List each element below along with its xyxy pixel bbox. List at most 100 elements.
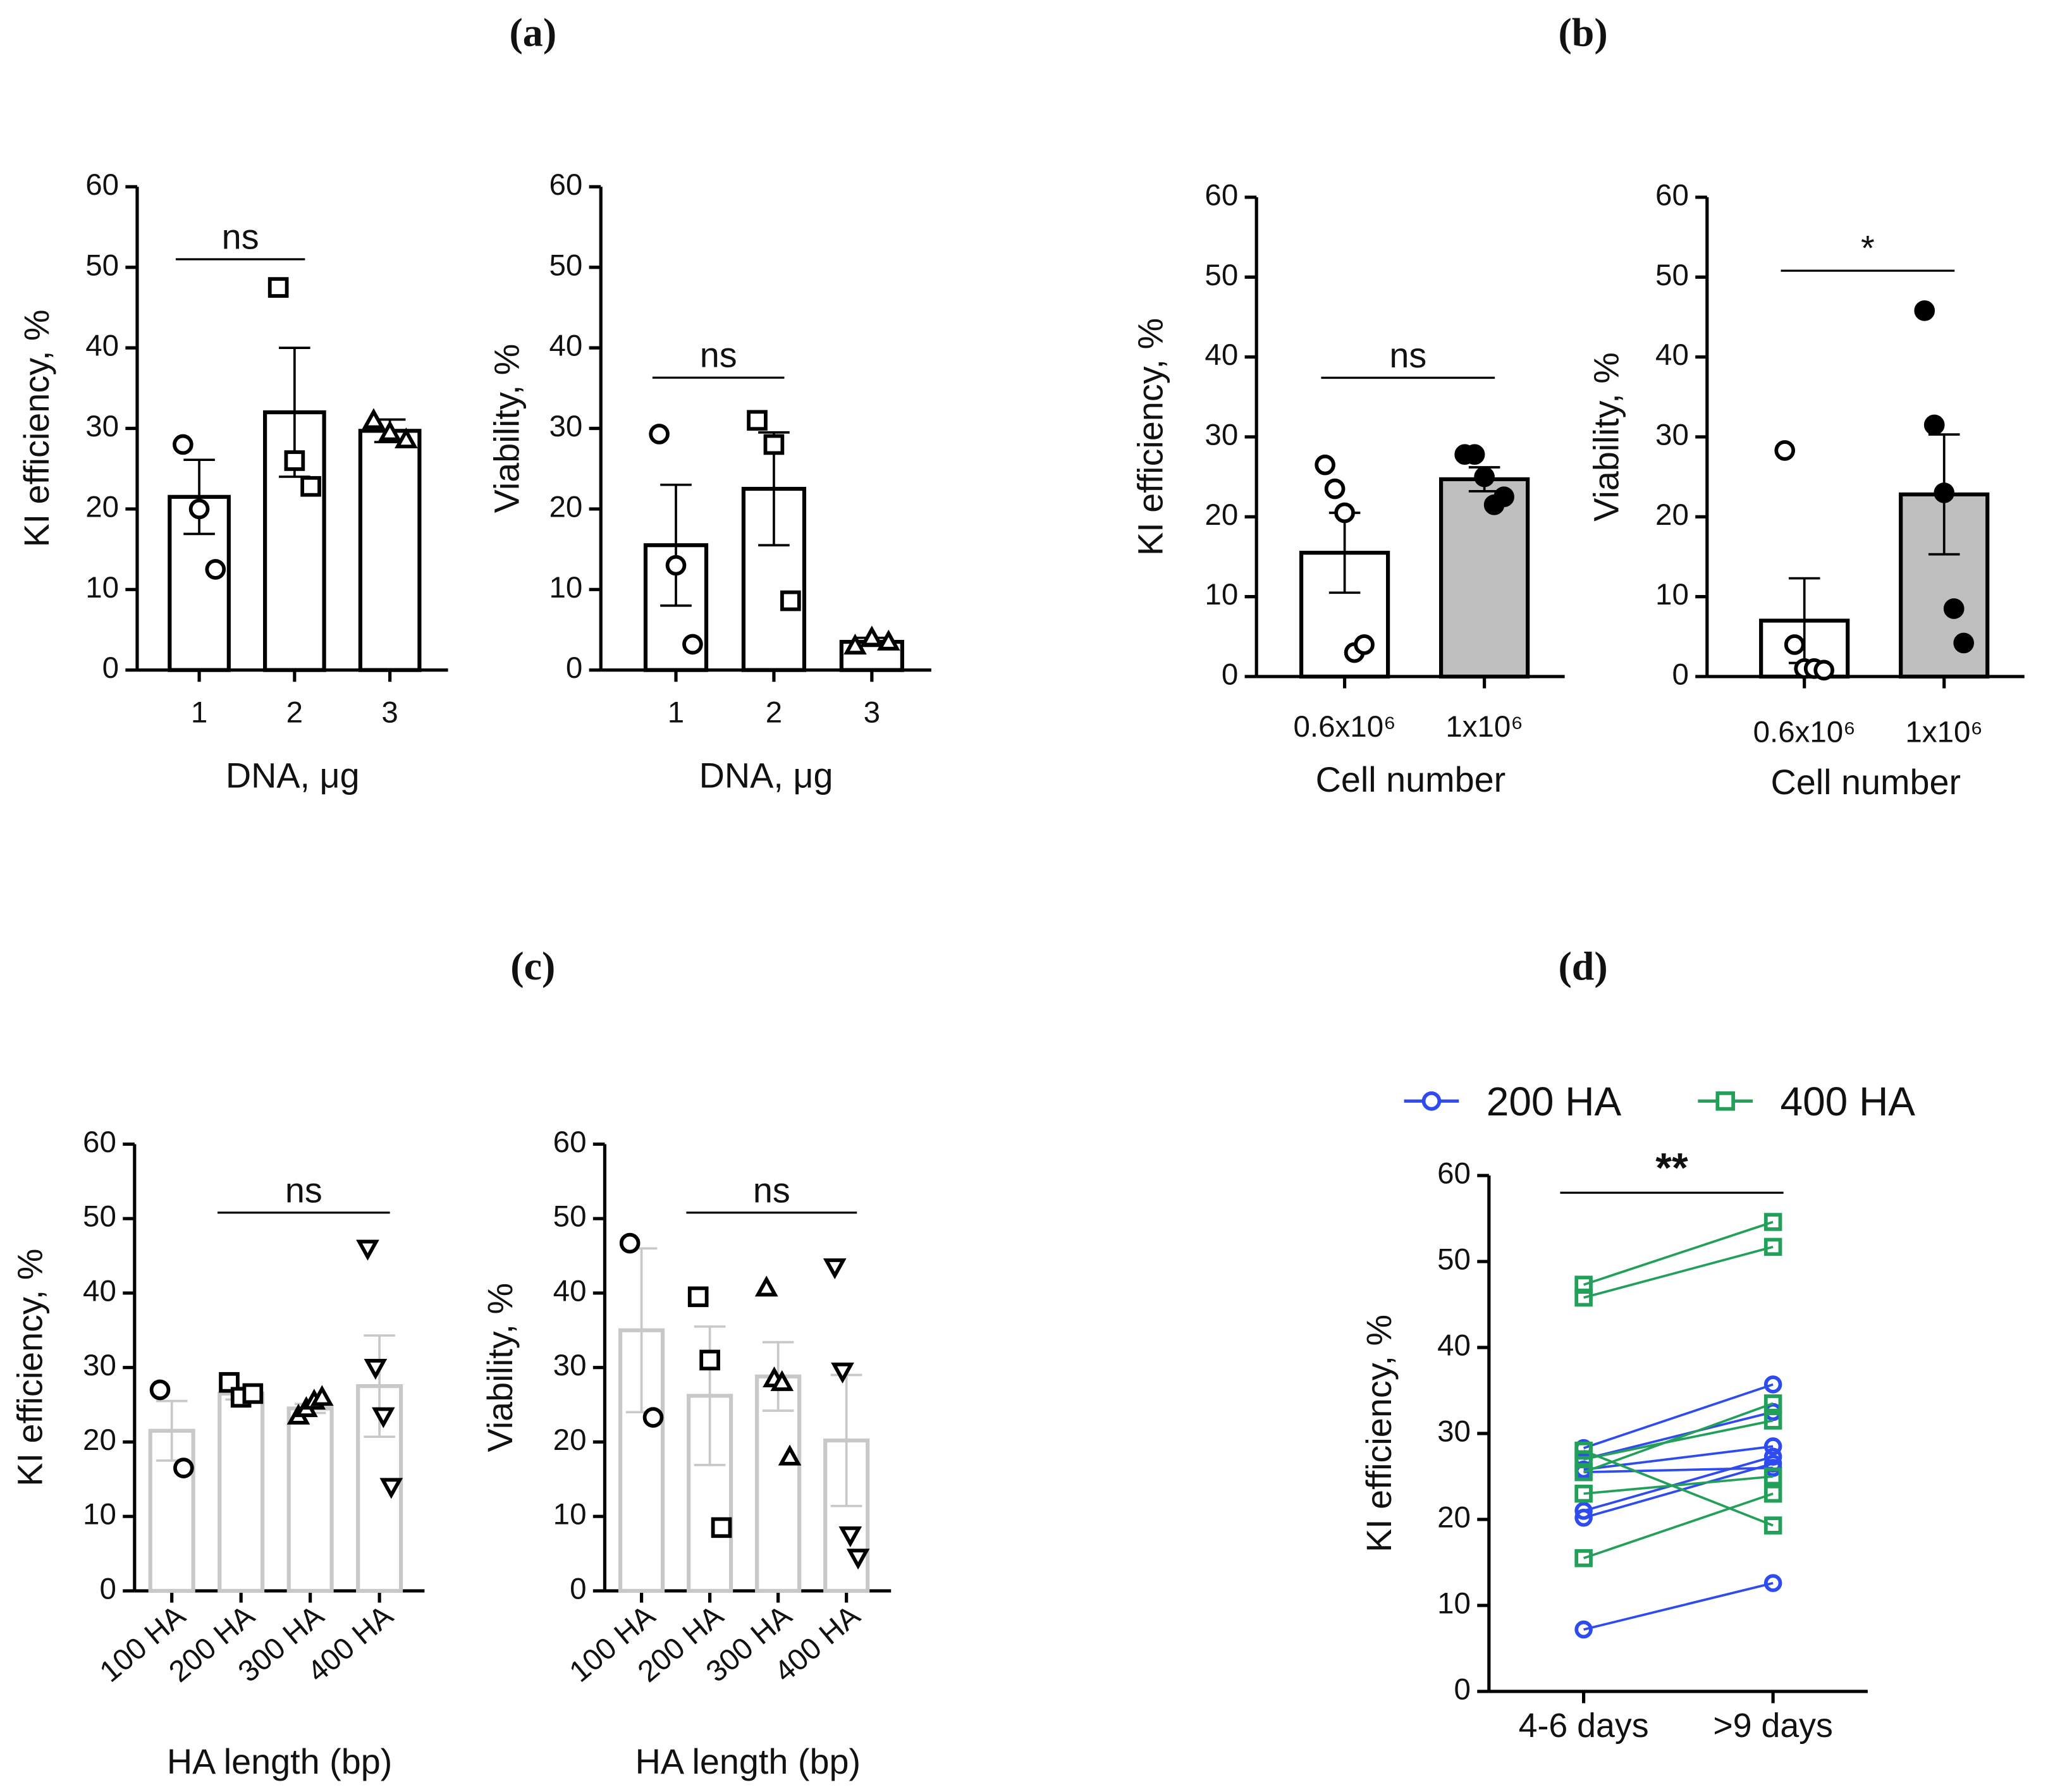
y-tick-label: 40 — [83, 1274, 116, 1308]
y-tick-label: 0 — [1454, 1672, 1471, 1706]
data-point — [1763, 1375, 1782, 1394]
y-tick-label: 60 — [1437, 1157, 1471, 1191]
y-tick-label: 10 — [85, 571, 119, 604]
data-point — [747, 410, 768, 431]
data-point — [770, 1370, 794, 1391]
y-tick-label: 50 — [1655, 259, 1689, 292]
data-point — [362, 408, 386, 429]
x-tick-label: 0.6x10⁶ — [1753, 715, 1856, 749]
data-point — [1354, 634, 1375, 655]
y-axis-label: KI efficiency, % — [17, 309, 56, 547]
pair-line — [1583, 1581, 1774, 1631]
data-point — [823, 1258, 847, 1280]
y-axis-label: KI efficiency, % — [10, 1249, 49, 1487]
y-tick-label: 30 — [85, 410, 119, 443]
significance-label: ns — [222, 217, 259, 256]
data-point — [395, 427, 418, 448]
data-point — [1774, 440, 1796, 461]
data-point — [379, 1478, 403, 1499]
data-point — [1784, 634, 1805, 655]
data-point — [364, 1359, 388, 1380]
x-axis-label: HA length (bp) — [167, 1742, 393, 1781]
x-tick-label: 1 — [191, 696, 207, 729]
y-tick-label: 20 — [1437, 1501, 1471, 1535]
y-tick-label: 30 — [1655, 418, 1689, 451]
x-tick-label: 1x10⁶ — [1445, 710, 1523, 744]
data-point — [1763, 1213, 1782, 1231]
data-point — [1943, 598, 1965, 619]
y-tick-label: 40 — [1655, 338, 1689, 372]
data-point — [1715, 1091, 1736, 1111]
data-point — [1574, 1484, 1593, 1503]
panel-label: (d) — [1558, 943, 1607, 988]
data-point — [838, 1526, 862, 1547]
y-tick-label: 20 — [1205, 498, 1238, 532]
data-point — [711, 1517, 732, 1538]
data-point — [242, 1383, 264, 1404]
data-point — [860, 625, 884, 647]
x-tick-label: 1x10⁶ — [1905, 715, 1983, 749]
x-tick-label: 3 — [381, 696, 398, 729]
data-point — [1464, 444, 1485, 465]
data-point — [1763, 1437, 1782, 1456]
y-axis-label: Viability, % — [481, 1283, 520, 1452]
y-axis-label: KI efficiency, % — [1131, 318, 1170, 556]
y-tick-label: 0 — [102, 651, 119, 685]
y-tick-label: 50 — [83, 1200, 116, 1234]
panel-label: (b) — [1558, 9, 1607, 54]
error-bar — [694, 1325, 726, 1466]
data-point — [1574, 1502, 1593, 1520]
data-point — [1763, 1411, 1782, 1430]
panel-label: (c) — [510, 943, 555, 988]
x-tick-label: 0.6x10⁶ — [1294, 710, 1396, 744]
pair-line — [1583, 1449, 1774, 1527]
y-tick-label: 40 — [1205, 338, 1238, 372]
y-tick-label: 0 — [566, 651, 582, 685]
data-point — [619, 1232, 641, 1254]
pair-line — [1583, 1475, 1774, 1495]
data-point — [149, 1379, 171, 1401]
data-point — [1574, 1509, 1593, 1527]
data-point — [1953, 632, 1975, 654]
y-tick-label: 60 — [553, 1126, 587, 1159]
data-point — [1574, 1463, 1593, 1482]
significance-label: ns — [1389, 336, 1426, 375]
y-tick-label: 60 — [549, 168, 582, 202]
pair-line — [1583, 1246, 1774, 1299]
x-axis-label: Cell number — [1770, 763, 1961, 802]
pair-line — [1583, 1411, 1774, 1461]
y-tick-label: 20 — [85, 490, 119, 524]
x-axis-label: DNA, μg — [699, 756, 833, 795]
data-point — [1763, 1574, 1782, 1592]
y-tick-label: 50 — [553, 1200, 587, 1234]
y-axis-label: Viability, % — [487, 344, 526, 513]
data-point — [831, 1362, 854, 1384]
data-point — [1763, 1467, 1782, 1486]
x-tick-label: 2 — [286, 696, 303, 729]
significance-label: ** — [1655, 1145, 1688, 1192]
data-point — [778, 1444, 802, 1466]
pair-line — [1583, 1455, 1774, 1513]
x-axis-label: Cell number — [1316, 760, 1506, 799]
y-tick-label: 30 — [549, 410, 582, 443]
panel-label: (a) — [510, 9, 557, 54]
y-tick-label: 20 — [553, 1423, 587, 1457]
data-point — [665, 555, 687, 576]
y-tick-label: 10 — [1655, 578, 1689, 611]
data-point — [682, 634, 703, 655]
pair-line — [1583, 1402, 1774, 1473]
legend-label: 200 HA — [1487, 1079, 1622, 1124]
y-tick-label: 20 — [549, 490, 582, 524]
bar — [218, 1391, 265, 1593]
significance-label: ns — [753, 1170, 790, 1210]
data-point — [173, 434, 193, 455]
pair-line — [1583, 1466, 1774, 1474]
y-tick-label: 10 — [549, 571, 582, 604]
data-point — [1574, 1620, 1593, 1639]
data-point — [1574, 1549, 1593, 1568]
data-point — [1334, 502, 1355, 524]
bar — [286, 1406, 334, 1593]
data-point — [356, 1239, 379, 1261]
bar — [358, 429, 422, 672]
data-point — [1315, 454, 1335, 476]
